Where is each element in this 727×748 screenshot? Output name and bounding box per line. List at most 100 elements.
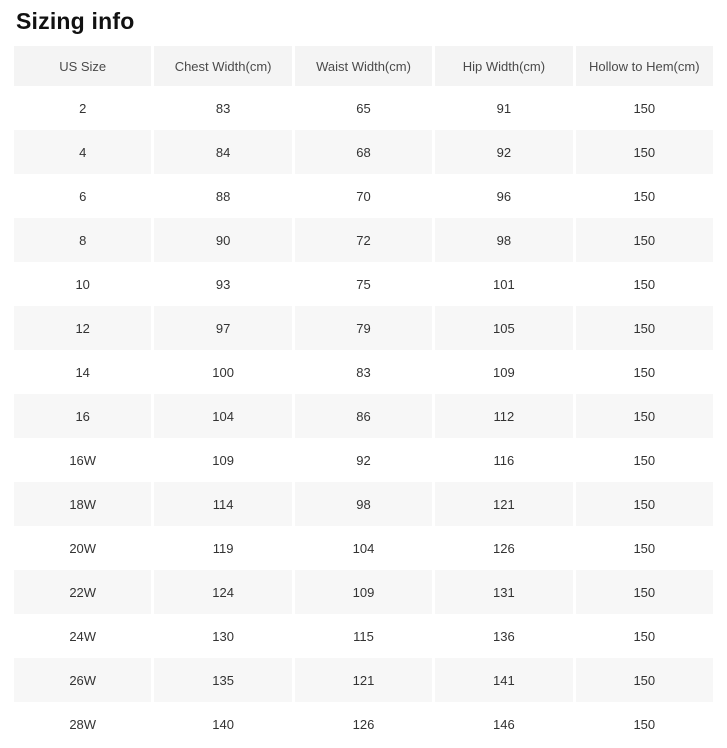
- table-row: 16 104 86 112 150: [14, 394, 713, 438]
- table-row: 2 83 65 91 150: [14, 86, 713, 130]
- table-row: 24W 130 115 136 150: [14, 614, 713, 658]
- table-cell: 83: [215, 100, 231, 116]
- us-size-cell: 24W: [69, 628, 97, 644]
- table-cell: 86: [294, 394, 433, 438]
- table-cell: 92: [435, 130, 573, 174]
- sizing-table: US Size Chest Width(cm) Waist Width(cm) …: [14, 46, 713, 746]
- table-cell: 90: [154, 218, 292, 262]
- table-cell: 84: [154, 130, 292, 174]
- table-cell: 88: [215, 188, 231, 204]
- us-size-cell: 8: [14, 218, 152, 262]
- table-cell: 72: [294, 218, 433, 262]
- table-cell: 140: [212, 716, 234, 732]
- page-title: Sizing info: [16, 8, 135, 34]
- column-header-waist-width: Waist Width(cm): [294, 46, 433, 86]
- table-cell: 65: [356, 100, 371, 116]
- table-cell: 105: [435, 306, 573, 350]
- us-size-cell: 28W: [69, 716, 97, 732]
- table-cell: 150: [575, 658, 713, 702]
- table-cell: 83: [356, 364, 371, 380]
- us-size-cell: 2: [79, 100, 87, 116]
- table-cell: 150: [575, 306, 713, 350]
- table-cell: 100: [212, 364, 234, 380]
- table-cell: 114: [154, 482, 292, 526]
- us-size-cell: 22W: [14, 570, 152, 614]
- table-cell: 93: [215, 276, 231, 292]
- table-cell: 126: [352, 716, 375, 732]
- table-cell: 119: [212, 540, 234, 556]
- table-cell: 104: [154, 394, 292, 438]
- us-size-cell: 16W: [69, 452, 97, 468]
- table-cell: 150: [633, 540, 656, 556]
- table-row: 18W 114 98 121 150: [14, 482, 713, 526]
- table-cell: 109: [212, 452, 234, 468]
- table-cell: 104: [352, 540, 375, 556]
- table-cell: 68: [294, 130, 433, 174]
- table-cell: 115: [353, 628, 374, 644]
- table-row: 8 90 72 98 150: [14, 218, 713, 262]
- table-cell: 131: [435, 570, 573, 614]
- us-size-cell: 6: [79, 188, 87, 204]
- table-row: 20W 119 104 126 150: [14, 526, 713, 570]
- us-size-cell: 18W: [14, 482, 152, 526]
- column-header-chest-width: Chest Width(cm): [154, 46, 292, 86]
- table-cell: 150: [633, 716, 656, 732]
- table-cell: 98: [435, 218, 573, 262]
- table-cell: 109: [493, 364, 515, 380]
- table-cell: 124: [154, 570, 292, 614]
- column-header-us-size: US Size: [14, 46, 152, 86]
- table-row: 28W 140 126 146 150: [14, 702, 713, 746]
- table-cell: 150: [633, 628, 656, 644]
- table-row: 16W 109 92 116 150: [14, 438, 713, 482]
- table-row: 10 93 75 101 150: [14, 262, 713, 306]
- table-cell: 109: [294, 570, 433, 614]
- table-row: 12 97 79 105 150: [14, 306, 713, 350]
- table-cell: 150: [633, 276, 656, 292]
- table-cell: 75: [356, 276, 371, 292]
- table-cell: 97: [154, 306, 292, 350]
- table-cell: 135: [154, 658, 292, 702]
- table-cell: 150: [633, 188, 656, 204]
- table-cell: 150: [633, 452, 656, 468]
- table-cell: 150: [575, 482, 713, 526]
- us-size-cell: 4: [14, 130, 152, 174]
- table-cell: 150: [633, 100, 656, 116]
- us-size-cell: 12: [14, 306, 152, 350]
- table-cell: 101: [493, 276, 515, 292]
- table-row: 6 88 70 96 150: [14, 174, 713, 218]
- table-cell: 126: [493, 540, 515, 556]
- table-cell: 79: [294, 306, 433, 350]
- table-row: 26W 135 121 141 150: [14, 658, 713, 702]
- us-size-cell: 14: [75, 364, 90, 380]
- table-cell: 136: [493, 628, 515, 644]
- table-cell: 150: [575, 218, 713, 262]
- us-size-cell: 26W: [14, 658, 152, 702]
- table-cell: 141: [435, 658, 573, 702]
- table-cell: 112: [435, 394, 573, 438]
- table-row: 14 100 83 109 150: [14, 350, 713, 394]
- column-header-hip-width: Hip Width(cm): [435, 46, 573, 86]
- table-row: 4 84 68 92 150: [14, 130, 713, 174]
- table-body: 2 83 65 91 150 4 84 68 92 150 6 88 70 96 150 8 90 72 98 150…: [14, 86, 713, 746]
- table-cell: 98: [294, 482, 433, 526]
- table-row: 22W 124 109 131 150: [14, 570, 713, 614]
- table-cell: 150: [633, 364, 656, 380]
- table-cell: 146: [493, 716, 515, 732]
- table-cell: 150: [575, 570, 713, 614]
- table-cell: 150: [575, 130, 713, 174]
- table-cell: 92: [356, 452, 371, 468]
- table-cell: 130: [212, 628, 234, 644]
- table-cell: 116: [493, 452, 515, 468]
- table-cell: 121: [435, 482, 573, 526]
- us-size-cell: 16: [14, 394, 152, 438]
- table-cell: 70: [356, 188, 371, 204]
- column-header-hollow-to-hem: Hollow to Hem(cm): [575, 46, 713, 86]
- table-cell: 150: [575, 394, 713, 438]
- table-cell: 96: [496, 188, 512, 204]
- us-size-cell: 20W: [69, 540, 97, 556]
- table-header-row: US Size Chest Width(cm) Waist Width(cm) …: [14, 46, 713, 86]
- table-cell: 91: [496, 100, 512, 116]
- table-cell: 121: [294, 658, 433, 702]
- us-size-cell: 10: [75, 276, 90, 292]
